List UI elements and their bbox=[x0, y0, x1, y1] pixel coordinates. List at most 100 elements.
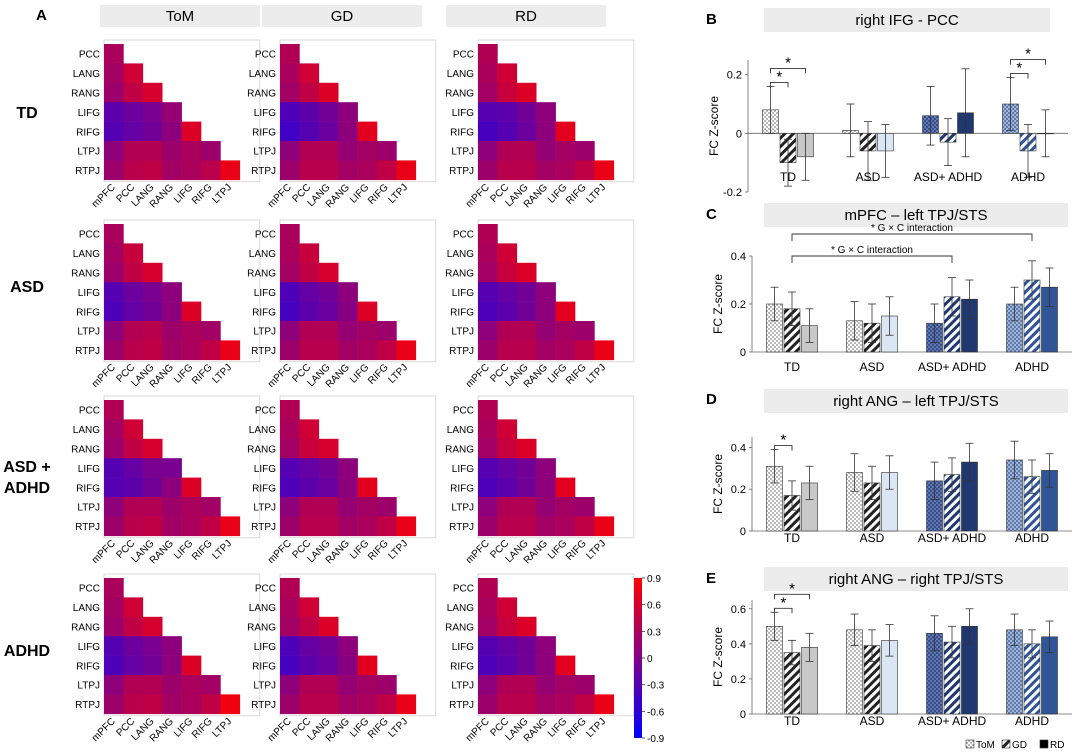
heatmap-cell bbox=[497, 82, 518, 103]
heatmap-row-label: PCC bbox=[255, 50, 276, 61]
y-tick-label: 0.4 bbox=[731, 442, 746, 454]
panel-a-heatmaps: A ToM GD RD TD ASD ASD + ADHD ADHD PCC LANG RANG LIF… bbox=[3, 5, 665, 745]
heatmap-cell bbox=[516, 516, 537, 537]
heatmap-cell bbox=[181, 655, 202, 676]
heatmap-row-label: LIFG bbox=[254, 288, 276, 299]
heatmap-cell bbox=[478, 141, 498, 161]
heatmap-cell bbox=[201, 675, 221, 695]
heatmap-cell bbox=[478, 516, 498, 537]
heatmap-cell bbox=[280, 578, 300, 598]
heatmap-col-label: LTPJ bbox=[584, 538, 608, 562]
heatmap-cell bbox=[142, 282, 163, 302]
heatmap-cell bbox=[104, 636, 124, 656]
category-label: TD bbox=[780, 170, 796, 184]
heatmap-cell bbox=[478, 477, 498, 498]
heatmap-row-label: RANG bbox=[71, 623, 100, 634]
heatmap-row-label: LANG bbox=[73, 249, 100, 260]
category-label: TD bbox=[784, 360, 800, 374]
heatmap-cell bbox=[318, 694, 339, 715]
heatmap-cell bbox=[142, 516, 163, 537]
heatmap-row-label: RTPJ bbox=[449, 346, 474, 357]
heatmap-cell bbox=[555, 675, 576, 695]
heatmap-cell bbox=[181, 477, 202, 498]
heatmap-cell bbox=[142, 438, 163, 459]
heatmap-row-label: RIFG bbox=[76, 661, 100, 672]
panel-title-band bbox=[764, 8, 1050, 32]
heatmap-cell bbox=[536, 497, 556, 517]
heatmap-cell bbox=[280, 419, 300, 440]
heatmap-cell bbox=[497, 675, 518, 695]
heatmap-cell bbox=[478, 321, 498, 341]
heatmap-cell bbox=[377, 497, 397, 517]
legend-swatch-gd bbox=[1001, 739, 1011, 749]
heatmap-row-label: LTPJ bbox=[253, 327, 276, 338]
heatmap-cell bbox=[123, 516, 144, 537]
heatmap-cell bbox=[338, 282, 358, 302]
heatmap-row-label: RIFG bbox=[450, 307, 474, 318]
category-label: ADHD bbox=[1015, 360, 1049, 374]
heatmap-cell bbox=[123, 102, 144, 122]
heatmap-cell bbox=[497, 102, 518, 122]
heatmap-cell bbox=[142, 655, 163, 676]
heatmap-row-label: LIFG bbox=[254, 464, 276, 475]
heatmap-cell bbox=[142, 616, 163, 637]
heatmap-cell bbox=[555, 694, 576, 715]
heatmap-cell bbox=[201, 340, 221, 361]
panel-title: right ANG – left TPJ/STS bbox=[833, 393, 999, 410]
heatmap-row-label: RTPJ bbox=[75, 346, 100, 357]
heatmap-cell bbox=[516, 636, 537, 656]
heatmap-row-label: PCC bbox=[79, 230, 100, 241]
heatmap-row-label: RANG bbox=[247, 89, 276, 100]
heatmap-cell bbox=[575, 340, 595, 361]
category-label: ASD+ ADHD bbox=[918, 360, 987, 374]
heatmap-cell bbox=[299, 675, 320, 695]
heatmap-row-label: LIFG bbox=[78, 642, 100, 653]
heatmap-cell bbox=[516, 82, 537, 103]
heatmap-cell bbox=[104, 282, 124, 302]
heatmap-col-label: RIFG bbox=[564, 362, 589, 387]
heatmap-row-label: LIFG bbox=[452, 108, 474, 119]
column-header-band bbox=[262, 5, 422, 27]
heatmap-cell bbox=[299, 141, 320, 161]
heatmap-cell bbox=[162, 340, 182, 361]
heatmap-cell bbox=[299, 63, 320, 84]
heatmap-cell bbox=[280, 141, 300, 161]
heatmap-row-label: RIFG bbox=[252, 307, 276, 318]
category-label: ADHD bbox=[1015, 531, 1049, 545]
heatmap-cell bbox=[142, 141, 163, 161]
heatmap-cell bbox=[338, 160, 358, 181]
heatmap-cell bbox=[377, 675, 397, 695]
heatmap-cell bbox=[142, 477, 163, 498]
heatmap-cell bbox=[575, 694, 595, 715]
heatmap-row-label: LIFG bbox=[78, 108, 100, 119]
heatmap-cell bbox=[497, 597, 518, 618]
heatmap-cell bbox=[377, 340, 397, 361]
heatmap-cell bbox=[201, 321, 221, 341]
heatmap-cell bbox=[142, 636, 163, 656]
heatmap-cell bbox=[299, 497, 320, 517]
heatmap-cell bbox=[123, 340, 144, 361]
heatmap-col-label: RIFG bbox=[564, 716, 589, 741]
heatmap-cell bbox=[478, 224, 498, 244]
heatmap-cell bbox=[123, 458, 144, 478]
heatmap-row-label: PCC bbox=[79, 406, 100, 417]
heatmap-cell bbox=[516, 160, 537, 181]
heatmap-row-label: RTPJ bbox=[449, 166, 474, 177]
heatmap-cell bbox=[555, 301, 576, 322]
heatmap-cell bbox=[338, 497, 358, 517]
heatmap-row-label: LIFG bbox=[78, 288, 100, 299]
heatmap-cell bbox=[162, 477, 182, 498]
heatmap-cell bbox=[280, 438, 300, 459]
heatmap-row-label: LANG bbox=[447, 69, 474, 80]
heatmap-row-label: LIFG bbox=[452, 642, 474, 653]
heatmap-cell bbox=[299, 616, 320, 637]
heatmap-row-label: LIFG bbox=[452, 464, 474, 475]
heatmap-cell bbox=[299, 243, 320, 264]
heatmap-cell bbox=[338, 321, 358, 341]
y-tick-label: 0.6 bbox=[731, 604, 746, 616]
heatmap-cell bbox=[104, 224, 124, 244]
heatmap-cell bbox=[478, 262, 498, 283]
